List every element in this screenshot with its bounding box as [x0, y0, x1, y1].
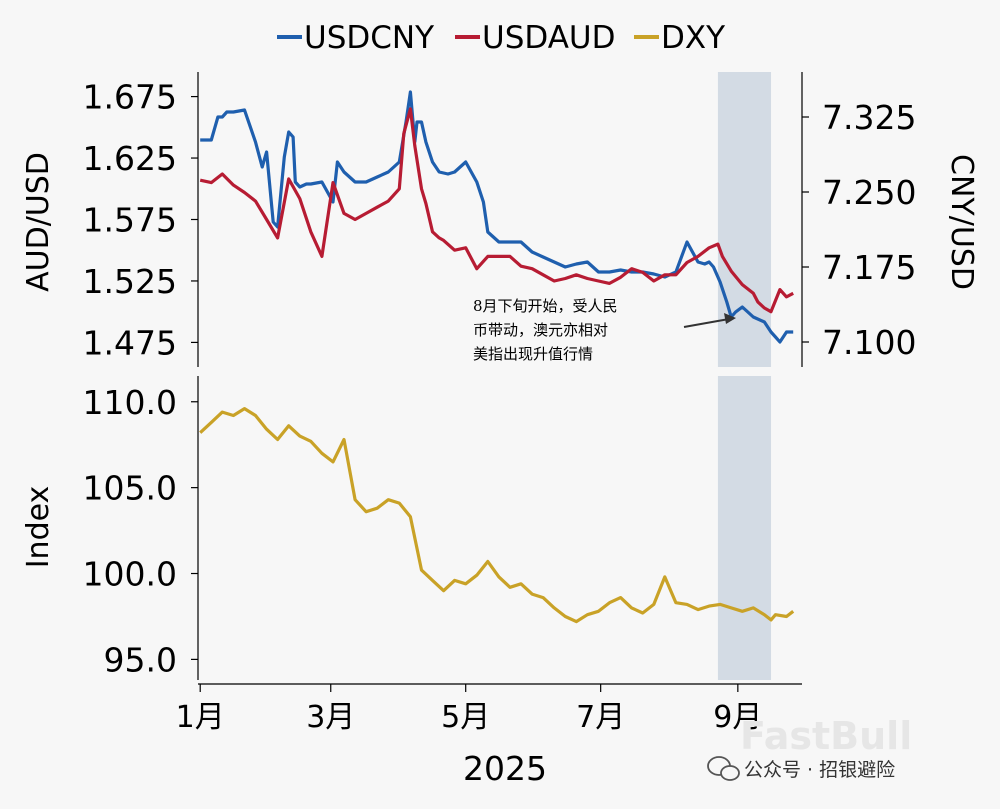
left-tick-label: 1.575: [83, 201, 177, 240]
legend-label-usdaud: USDAUD: [482, 20, 615, 56]
x-tick-label: 7月: [576, 700, 625, 735]
legend-label-usdcny: USDCNY: [304, 20, 434, 56]
legend-label-dxy: DXY: [661, 20, 725, 56]
x-tick-label: 9月: [713, 700, 762, 735]
index-tick-label: 105.0: [83, 469, 177, 508]
legend: USDCNY USDAUD DXY: [277, 20, 725, 56]
x-tick-label: 3月: [306, 700, 355, 735]
left-axis-label: AUD/USD: [21, 152, 56, 292]
right-tick-label: 7.100: [822, 323, 916, 362]
index-tick-label: 100.0: [83, 555, 177, 594]
x-tick-label: 1月: [176, 700, 225, 735]
wechat-icon: [707, 756, 740, 781]
x-tick-label: 5月: [441, 700, 490, 735]
account-watermark: 公众号 · 招银避险: [744, 759, 895, 781]
right-tick-label: 7.250: [822, 173, 916, 212]
series-line-dxy: [199, 407, 795, 624]
right-tick-label: 7.175: [822, 248, 916, 287]
watermark: FastBull 公众号 · 招银避险: [707, 714, 912, 781]
left-tick-label: 1.525: [83, 262, 177, 301]
left-tick-label: 1.675: [83, 78, 177, 117]
axes: [197, 72, 803, 685]
series-line-usdaud: [199, 107, 794, 314]
right-axis-label: CNY/USD: [944, 154, 979, 290]
brand-watermark: FastBull: [740, 714, 912, 758]
left-tick-label: 1.625: [83, 139, 177, 178]
series-line-usdcny: [200, 90, 794, 344]
highlight-period-bottom: [717, 376, 772, 680]
annotation-arrow: [683, 318, 730, 328]
index-tick-label: 110.0: [83, 383, 177, 422]
x-axis-year-label: 2025: [463, 749, 547, 788]
annotation-line-2: 币带动，澳元亦相对: [473, 321, 608, 339]
annotation-line-3: 美指出现升值行情: [473, 345, 593, 363]
left-tick-label: 1.475: [83, 323, 177, 362]
right-tick-label: 7.325: [822, 98, 916, 137]
index-tick-label: 95.0: [104, 640, 177, 679]
annotation-arrowhead: [724, 313, 736, 324]
annotation-line-1: 8月下旬开始，受人民: [473, 297, 618, 315]
index-axis-label: Index: [21, 486, 56, 569]
annotation: 8月下旬开始，受人民 币带动，澳元亦相对 美指出现升值行情: [473, 297, 736, 363]
tick-group: 1.475 1.525 1.575 1.625 1.675 7.100 7.175 7.250…: [83, 78, 917, 735]
